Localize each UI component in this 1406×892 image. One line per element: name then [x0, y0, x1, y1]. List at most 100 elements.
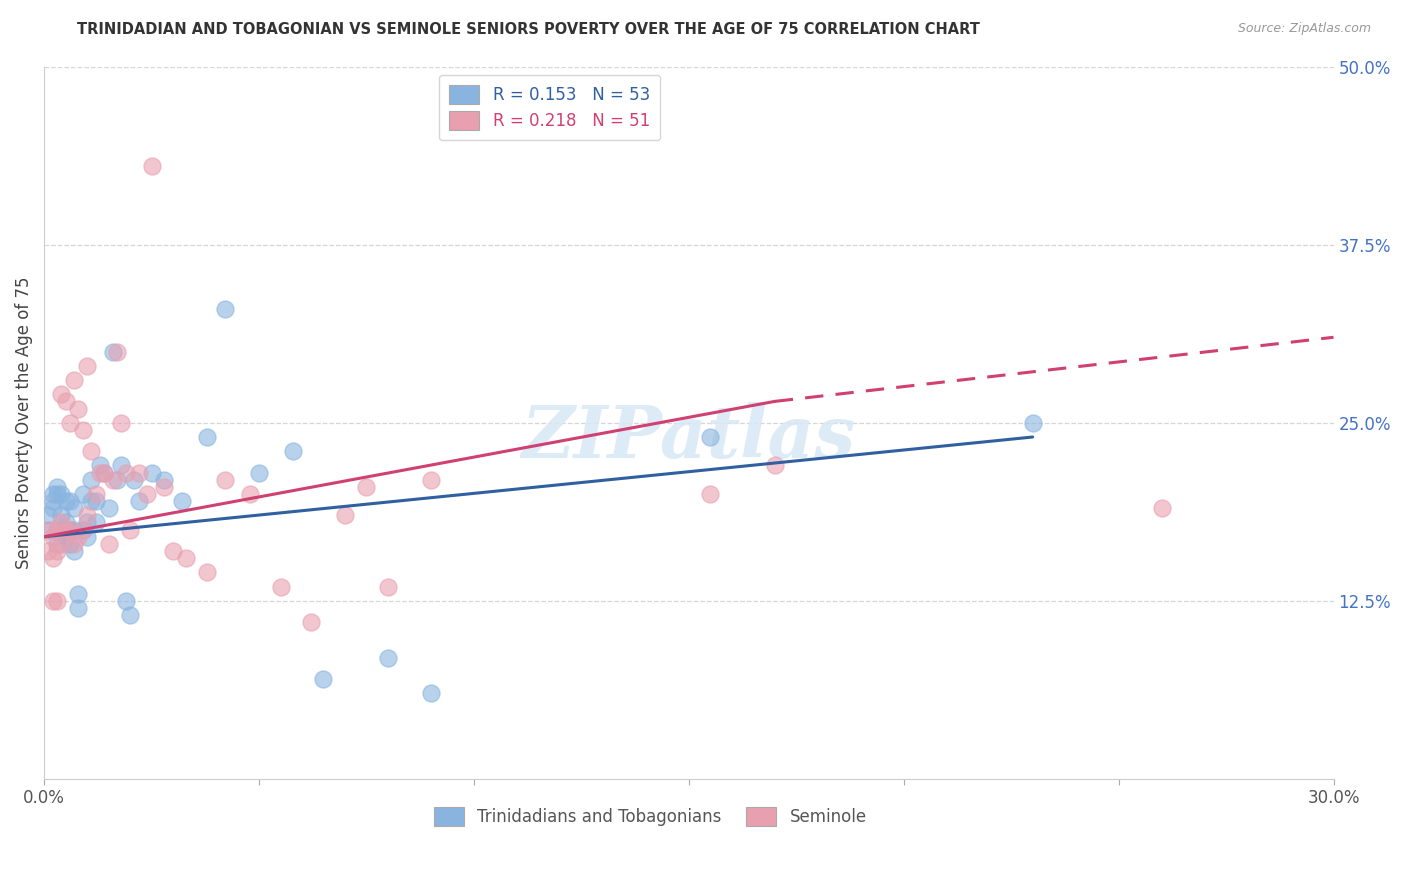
Point: [51, 487, 73, 501]
Point: [55, 516, 77, 530]
Point: [239, 487, 262, 501]
Point: [41, 530, 63, 544]
Point: [76, 359, 98, 373]
Point: [174, 551, 197, 566]
Point: [356, 480, 378, 494]
Point: [84, 516, 107, 530]
Point: [114, 594, 136, 608]
Point: [59, 523, 82, 537]
Point: [101, 344, 124, 359]
Point: [37, 544, 59, 558]
Point: [46, 523, 69, 537]
Point: [46, 594, 69, 608]
Point: [1021, 416, 1043, 430]
Point: [76, 516, 98, 530]
Point: [67, 587, 90, 601]
Point: [41, 594, 63, 608]
Point: [214, 301, 236, 316]
Point: [114, 466, 136, 480]
Point: [72, 423, 94, 437]
Point: [63, 373, 86, 387]
Point: [128, 466, 150, 480]
Point: [97, 501, 120, 516]
Legend: Trinidadians and Tobagonians, Seminole: Trinidadians and Tobagonians, Seminole: [425, 798, 875, 835]
Point: [72, 523, 94, 537]
Point: [84, 487, 107, 501]
Point: [299, 615, 322, 630]
Point: [763, 458, 786, 473]
Point: [283, 444, 305, 458]
Point: [55, 523, 77, 537]
Point: [41, 551, 63, 566]
Point: [46, 487, 69, 501]
Point: [153, 480, 176, 494]
Point: [59, 494, 82, 508]
Point: [153, 473, 176, 487]
Point: [699, 487, 721, 501]
Text: Source: ZipAtlas.com: Source: ZipAtlas.com: [1237, 22, 1371, 36]
Point: [84, 494, 107, 508]
Point: [76, 530, 98, 544]
Point: [377, 650, 399, 665]
Point: [59, 416, 82, 430]
Point: [55, 394, 77, 409]
Y-axis label: Seniors Poverty Over the Age of 75: Seniors Poverty Over the Age of 75: [15, 277, 32, 569]
Point: [270, 580, 292, 594]
Point: [67, 601, 90, 615]
Point: [110, 458, 132, 473]
Point: [699, 430, 721, 444]
Point: [41, 494, 63, 508]
Point: [51, 387, 73, 401]
Point: [46, 537, 69, 551]
Point: [46, 544, 69, 558]
Point: [312, 672, 335, 686]
Point: [136, 487, 159, 501]
Point: [67, 530, 90, 544]
Point: [51, 508, 73, 523]
Point: [63, 501, 86, 516]
Text: TRINIDADIAN AND TOBAGONIAN VS SEMINOLE SENIORS POVERTY OVER THE AGE OF 75 CORREL: TRINIDADIAN AND TOBAGONIAN VS SEMINOLE S…: [77, 22, 980, 37]
Point: [93, 466, 115, 480]
Point: [37, 523, 59, 537]
Point: [105, 473, 128, 487]
Point: [1150, 501, 1173, 516]
Point: [67, 401, 90, 416]
Point: [41, 487, 63, 501]
Point: [105, 344, 128, 359]
Point: [37, 523, 59, 537]
Point: [55, 530, 77, 544]
Point: [51, 537, 73, 551]
Point: [110, 416, 132, 430]
Point: [170, 494, 193, 508]
Point: [80, 494, 103, 508]
Point: [76, 508, 98, 523]
Point: [63, 544, 86, 558]
Point: [128, 494, 150, 508]
Point: [72, 487, 94, 501]
Point: [37, 508, 59, 523]
Point: [63, 523, 86, 537]
Point: [93, 466, 115, 480]
Point: [80, 444, 103, 458]
Point: [80, 473, 103, 487]
Point: [51, 523, 73, 537]
Point: [72, 523, 94, 537]
Point: [162, 544, 184, 558]
Text: ZIPatlas: ZIPatlas: [522, 401, 856, 473]
Point: [124, 473, 146, 487]
Point: [120, 523, 142, 537]
Point: [89, 458, 111, 473]
Point: [141, 466, 163, 480]
Point: [89, 466, 111, 480]
Point: [377, 580, 399, 594]
Point: [141, 159, 163, 173]
Point: [197, 566, 219, 580]
Point: [59, 523, 82, 537]
Point: [214, 473, 236, 487]
Point: [101, 473, 124, 487]
Point: [197, 430, 219, 444]
Point: [419, 473, 441, 487]
Point: [59, 537, 82, 551]
Point: [55, 494, 77, 508]
Point: [120, 608, 142, 623]
